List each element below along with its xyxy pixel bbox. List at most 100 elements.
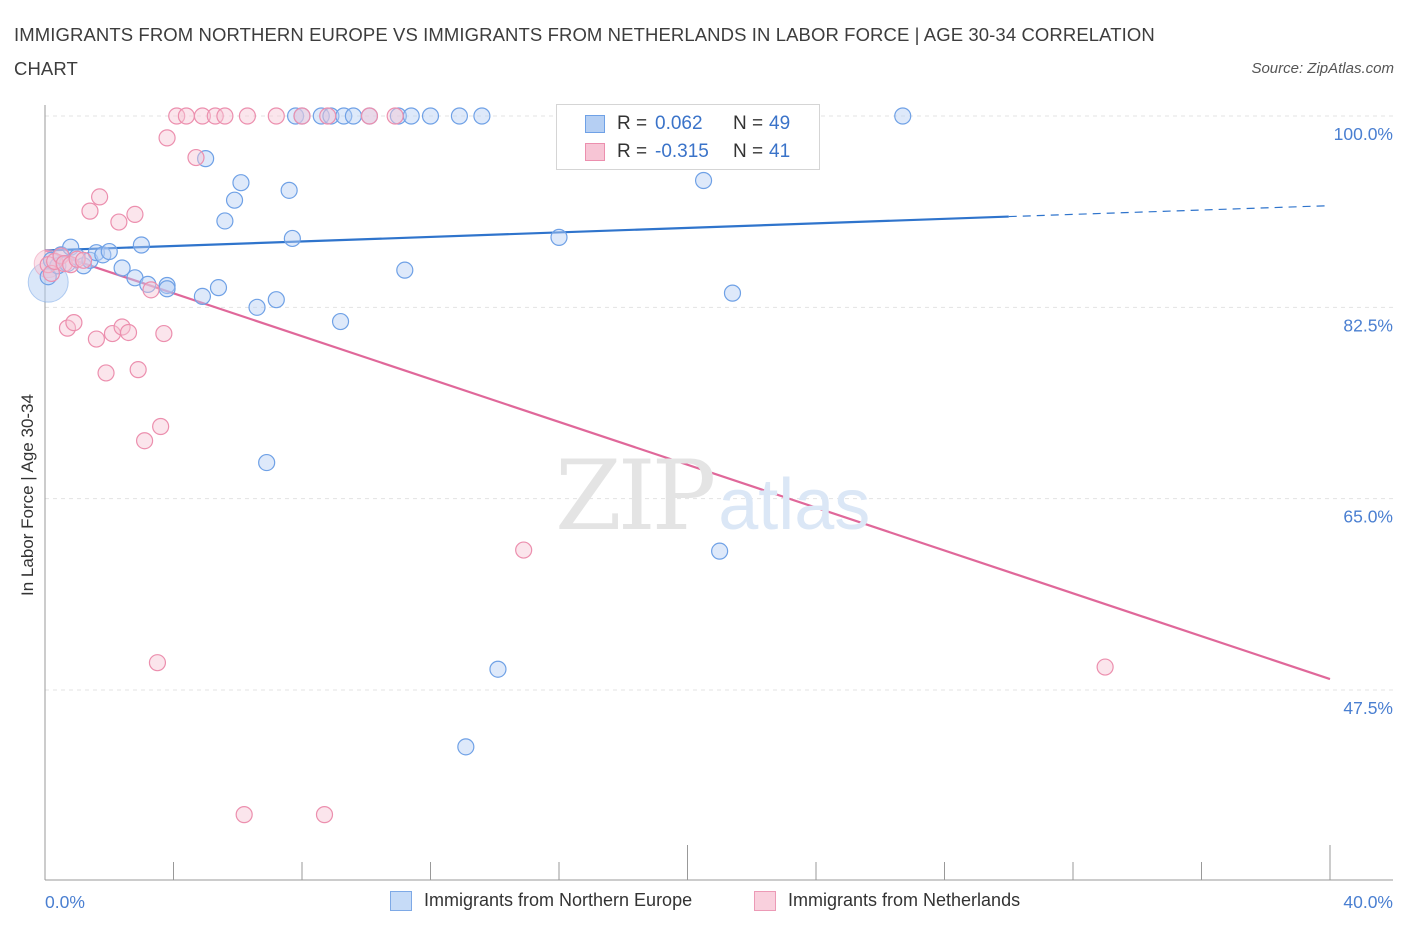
data-point-northern-europe: [396, 261, 414, 279]
data-point-northern-europe: [489, 660, 507, 678]
legend-swatch-pink: [754, 890, 776, 911]
legend-r-label: R =: [617, 113, 648, 134]
data-point-northern-europe: [473, 107, 491, 125]
data-point-northern-europe: [402, 107, 420, 125]
legend-row-netherlands: R = -0.315 N = 41: [557, 138, 790, 166]
data-point-northern-europe: [694, 171, 713, 190]
data-point-northern-europe: [450, 107, 469, 125]
data-point-northern-europe: [312, 107, 330, 125]
data-point-northern-europe: [209, 279, 228, 297]
data-point-netherlands: [152, 417, 170, 436]
data-point-netherlands: [158, 129, 176, 147]
x-tick-label: 0.0%: [45, 892, 85, 912]
data-point-northern-europe: [723, 284, 742, 302]
data-point-netherlands: [65, 314, 83, 332]
data-point-netherlands: [360, 107, 379, 125]
legend-r-value: 0.062: [655, 113, 703, 134]
legend-n-label: N =: [733, 113, 764, 134]
y-tick-label: 47.5%: [1343, 698, 1393, 718]
data-point-northern-europe: [139, 275, 157, 293]
legend-item-netherlands[interactable]: Immigrants from Netherlands: [754, 890, 1020, 911]
legend-swatch-blue: [390, 890, 412, 911]
watermark-atlas: atlas: [718, 465, 871, 545]
data-point-netherlands: [193, 107, 212, 125]
tick-labels: 47.5% 65.0% 82.5% 100.0% 0.0% 40.0%: [45, 124, 1393, 912]
axes: [44, 105, 1393, 881]
legend-n-value: 49: [769, 113, 791, 134]
data-point-netherlands: [142, 281, 160, 299]
trend-lines: [44, 205, 1331, 681]
data-point-netherlands: [148, 654, 167, 672]
data-point-netherlands: [74, 251, 93, 269]
data-points: [27, 107, 1114, 824]
data-point-netherlands: [315, 806, 334, 824]
data-point-northern-europe: [158, 280, 176, 298]
data-point-northern-europe: [39, 268, 57, 286]
data-point-northern-europe: [132, 236, 150, 254]
data-point-netherlands: [319, 107, 337, 125]
legend-r-value: -0.315: [655, 141, 709, 162]
data-point-northern-europe: [550, 228, 568, 246]
legend-swatch-blue: [585, 115, 605, 133]
data-point-northern-europe: [421, 107, 440, 125]
gridlines: [45, 115, 1393, 691]
legend-r-label: R =: [617, 141, 648, 162]
legend-n-label: N =: [733, 141, 764, 162]
data-point-northern-europe: [193, 287, 212, 305]
data-point-netherlands: [55, 255, 73, 273]
y-tick-label: 65.0%: [1343, 507, 1393, 527]
data-point-northern-europe: [331, 312, 350, 331]
y-tick-label: 100.0%: [1334, 124, 1393, 144]
data-point-netherlands: [91, 188, 109, 206]
data-point-northern-europe: [267, 291, 285, 309]
legend-label-northern-europe: Immigrants from Northern Europe: [424, 890, 693, 910]
data-point-netherlands: [1096, 658, 1114, 676]
data-point-netherlands: [97, 364, 115, 382]
data-point-northern-europe: [258, 453, 276, 472]
legend-item-northern-europe[interactable]: Immigrants from Northern Europe: [390, 890, 692, 911]
data-point-northern-europe: [344, 107, 362, 125]
data-point-netherlands: [168, 107, 186, 125]
data-point-northern-europe: [248, 298, 266, 316]
trend-line-northern-europe: [44, 215, 1009, 252]
data-point-netherlands: [135, 432, 154, 450]
data-point-northern-europe: [711, 542, 729, 560]
watermark-zip: ZIP: [555, 440, 716, 552]
source-label: Source: ZipAtlas.com: [1251, 60, 1394, 77]
data-point-netherlands: [68, 250, 86, 268]
data-point-netherlands: [386, 107, 404, 125]
data-point-northern-europe: [216, 212, 234, 230]
chart-title: IMMIGRANTS FROM NORTHERN EUROPE VS IMMIG…: [14, 24, 1155, 79]
legend-label-netherlands: Immigrants from Netherlands: [788, 890, 1021, 910]
legend-row-northern-europe: R = 0.062 N = 49: [557, 110, 790, 138]
y-tick-label: 82.5%: [1343, 315, 1393, 335]
data-point-netherlands: [110, 213, 128, 231]
data-point-netherlands: [238, 107, 256, 125]
data-point-northern-europe: [283, 229, 301, 248]
data-point-netherlands: [87, 330, 106, 348]
data-point-netherlands: [187, 148, 205, 167]
data-point-northern-europe: [87, 244, 106, 262]
legend-n-value: 41: [769, 141, 791, 162]
data-point-netherlands: [129, 361, 147, 379]
correlation-legend: R = 0.062 N = 49 R = -0.315 N = 41: [556, 104, 820, 170]
data-point-northern-europe: [225, 191, 244, 209]
data-point-netherlands: [177, 107, 195, 125]
data-point-netherlands: [119, 323, 138, 342]
data-point-netherlands: [126, 205, 144, 223]
x-tick-label: 40.0%: [1343, 892, 1393, 912]
data-point-northern-europe: [457, 738, 475, 756]
data-point-northern-europe: [100, 242, 118, 261]
data-point-netherlands: [81, 202, 99, 220]
data-point-northern-europe: [894, 107, 912, 125]
trend-line-northern-europe-extension: [1008, 205, 1331, 218]
data-point-netherlands: [515, 541, 533, 559]
data-point-netherlands: [206, 107, 224, 125]
data-point-netherlands: [155, 324, 173, 343]
series-legend: Immigrants from Northern Europe Immigran…: [0, 890, 1406, 916]
data-point-netherlands: [293, 107, 311, 125]
legend-swatch-pink: [585, 143, 605, 161]
data-point-northern-europe: [286, 107, 305, 125]
data-point-netherlands: [235, 806, 253, 824]
